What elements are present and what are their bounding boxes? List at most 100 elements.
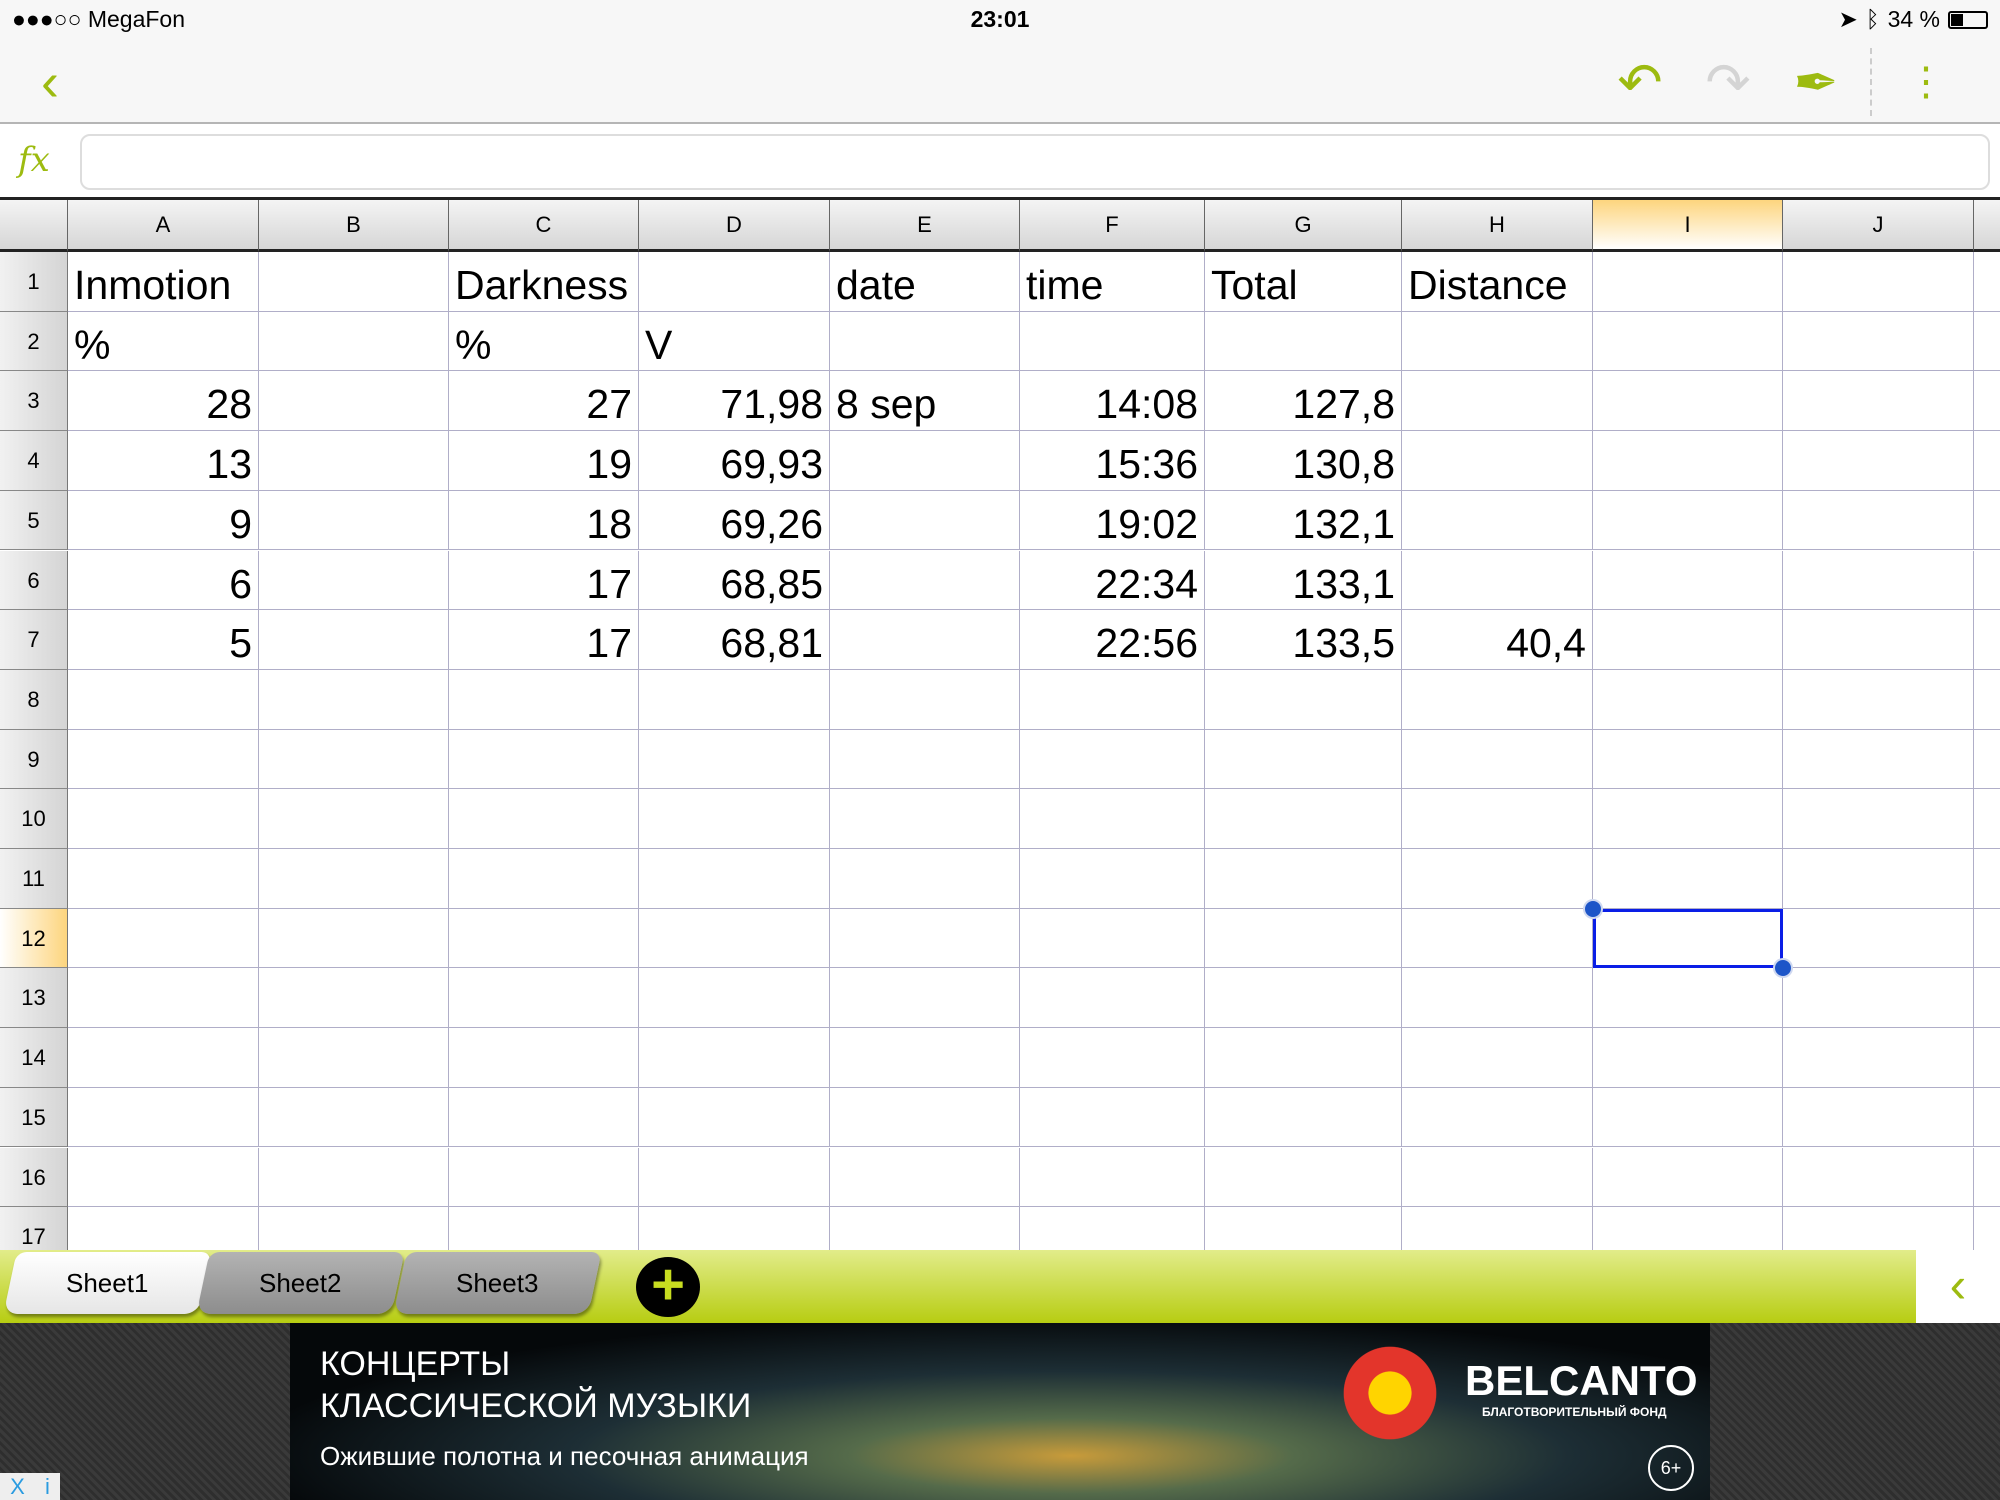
- cell-K8[interactable]: [1974, 670, 2000, 730]
- cell-J1[interactable]: [1783, 252, 1974, 312]
- spreadsheet-grid[interactable]: A B C D E F G H I J 1 Inmotion Darkness date time Total…: [0, 200, 2000, 1250]
- cell-C7[interactable]: 17: [449, 610, 639, 670]
- cell-J8[interactable]: [1783, 669, 1974, 730]
- cell-F10[interactable]: [1020, 789, 1205, 849]
- cell-F9[interactable]: [1020, 729, 1205, 790]
- cell-C16[interactable]: [449, 1147, 639, 1208]
- cell-G1[interactable]: Total: [1205, 252, 1402, 312]
- cell-I15[interactable]: [1593, 1087, 1783, 1148]
- cell-H12[interactable]: [1402, 908, 1593, 969]
- row-header-16[interactable]: 16: [0, 1147, 68, 1208]
- cell-E2[interactable]: [830, 311, 1020, 372]
- cell-H9[interactable]: [1402, 729, 1593, 790]
- collapse-tabs-button[interactable]: ‹: [1916, 1250, 2000, 1323]
- row-header-12[interactable]: 12: [0, 908, 68, 969]
- column-header-G[interactable]: G: [1205, 200, 1402, 252]
- cell-J9[interactable]: [1783, 729, 1974, 790]
- cell-C12[interactable]: [449, 908, 639, 969]
- row-header-14[interactable]: 14: [0, 1028, 68, 1088]
- cell-E16[interactable]: [830, 1147, 1020, 1208]
- column-header-H[interactable]: H: [1402, 200, 1593, 252]
- cell-J10[interactable]: [1783, 789, 1974, 849]
- cell-G12[interactable]: [1205, 908, 1402, 969]
- undo-button[interactable]: ↶: [1610, 50, 1670, 114]
- cell-K2[interactable]: [1974, 312, 2000, 372]
- cell-J11[interactable]: [1783, 849, 1974, 909]
- cell-B7[interactable]: [259, 610, 449, 670]
- cell-A1[interactable]: Inmotion: [68, 252, 259, 312]
- cell-K4[interactable]: [1974, 431, 2000, 491]
- cell-B3[interactable]: [259, 371, 449, 432]
- cell-K15[interactable]: [1974, 1088, 2000, 1148]
- row-header-9[interactable]: 9: [0, 729, 68, 790]
- cell-F17[interactable]: [1020, 1207, 1205, 1250]
- cell-G8[interactable]: [1205, 669, 1402, 730]
- cell-I17[interactable]: [1593, 1207, 1783, 1250]
- cell-G13[interactable]: [1205, 968, 1402, 1029]
- cell-E15[interactable]: [830, 1087, 1020, 1148]
- cell-I4[interactable]: [1593, 431, 1783, 491]
- cell-K6[interactable]: [1974, 551, 2000, 611]
- cell-E12[interactable]: [830, 908, 1020, 969]
- cell-D1[interactable]: [639, 252, 830, 312]
- cell-H4[interactable]: [1402, 431, 1593, 491]
- cell-C9[interactable]: [449, 729, 639, 790]
- add-sheet-button[interactable]: +: [636, 1256, 700, 1317]
- cell-B4[interactable]: [259, 431, 449, 491]
- cell-J12[interactable]: [1783, 908, 1974, 969]
- cell-H17[interactable]: [1402, 1207, 1593, 1250]
- cell-D16[interactable]: [639, 1147, 830, 1208]
- cell-C10[interactable]: [449, 789, 639, 849]
- cell-B16[interactable]: [259, 1147, 449, 1208]
- cell-A7[interactable]: 5: [68, 610, 259, 670]
- cell-I11[interactable]: [1593, 849, 1783, 909]
- cell-F1[interactable]: time: [1020, 252, 1205, 312]
- cell-D9[interactable]: [639, 729, 830, 790]
- cell-J3[interactable]: [1783, 371, 1974, 432]
- cell-K9[interactable]: [1974, 730, 2000, 790]
- row-header-17[interactable]: 17: [0, 1207, 68, 1250]
- cell-I7[interactable]: [1593, 610, 1783, 670]
- cell-E3[interactable]: 8 sep: [830, 371, 1020, 432]
- cell-H14[interactable]: [1402, 1028, 1593, 1088]
- cell-J16[interactable]: [1783, 1147, 1974, 1208]
- cell-A17[interactable]: [68, 1207, 259, 1250]
- cell-F15[interactable]: [1020, 1087, 1205, 1148]
- cell-I16[interactable]: [1593, 1147, 1783, 1208]
- cell-B15[interactable]: [259, 1087, 449, 1148]
- cell-H3[interactable]: [1402, 371, 1593, 432]
- sheet-tab-1[interactable]: Sheet1: [3, 1252, 212, 1314]
- cell-H15[interactable]: [1402, 1087, 1593, 1148]
- cell-B10[interactable]: [259, 789, 449, 849]
- column-header-F[interactable]: F: [1020, 200, 1205, 252]
- cell-E14[interactable]: [830, 1028, 1020, 1088]
- row-header-4[interactable]: 4: [0, 431, 68, 491]
- cell-C1[interactable]: Darkness: [449, 252, 639, 312]
- cell-E10[interactable]: [830, 789, 1020, 849]
- cell-C15[interactable]: [449, 1087, 639, 1148]
- cell-G16[interactable]: [1205, 1147, 1402, 1208]
- cell-J14[interactable]: [1783, 1028, 1974, 1088]
- cell-G2[interactable]: [1205, 311, 1402, 372]
- cell-F8[interactable]: [1020, 669, 1205, 730]
- cell-B13[interactable]: [259, 968, 449, 1029]
- cell-G4[interactable]: 130,8: [1205, 431, 1402, 491]
- row-header-2[interactable]: 2: [0, 311, 68, 372]
- cell-B5[interactable]: [259, 490, 449, 551]
- row-header-6[interactable]: 6: [0, 550, 68, 611]
- cell-A16[interactable]: [68, 1147, 259, 1208]
- cell-K7[interactable]: [1974, 610, 2000, 670]
- cell-C3[interactable]: 27: [449, 371, 639, 432]
- cell-G11[interactable]: [1205, 849, 1402, 909]
- cell-K10[interactable]: [1974, 789, 2000, 849]
- cell-B2[interactable]: [259, 311, 449, 372]
- cell-C6[interactable]: 17: [449, 550, 639, 611]
- cell-E4[interactable]: [830, 431, 1020, 491]
- cell-F16[interactable]: [1020, 1147, 1205, 1208]
- cell-K16[interactable]: [1974, 1148, 2000, 1208]
- cell-E17[interactable]: [830, 1207, 1020, 1250]
- sheet-tab-2[interactable]: Sheet2: [196, 1252, 405, 1314]
- cell-J2[interactable]: [1783, 311, 1974, 372]
- cell-E6[interactable]: [830, 550, 1020, 611]
- cell-J13[interactable]: [1783, 968, 1974, 1029]
